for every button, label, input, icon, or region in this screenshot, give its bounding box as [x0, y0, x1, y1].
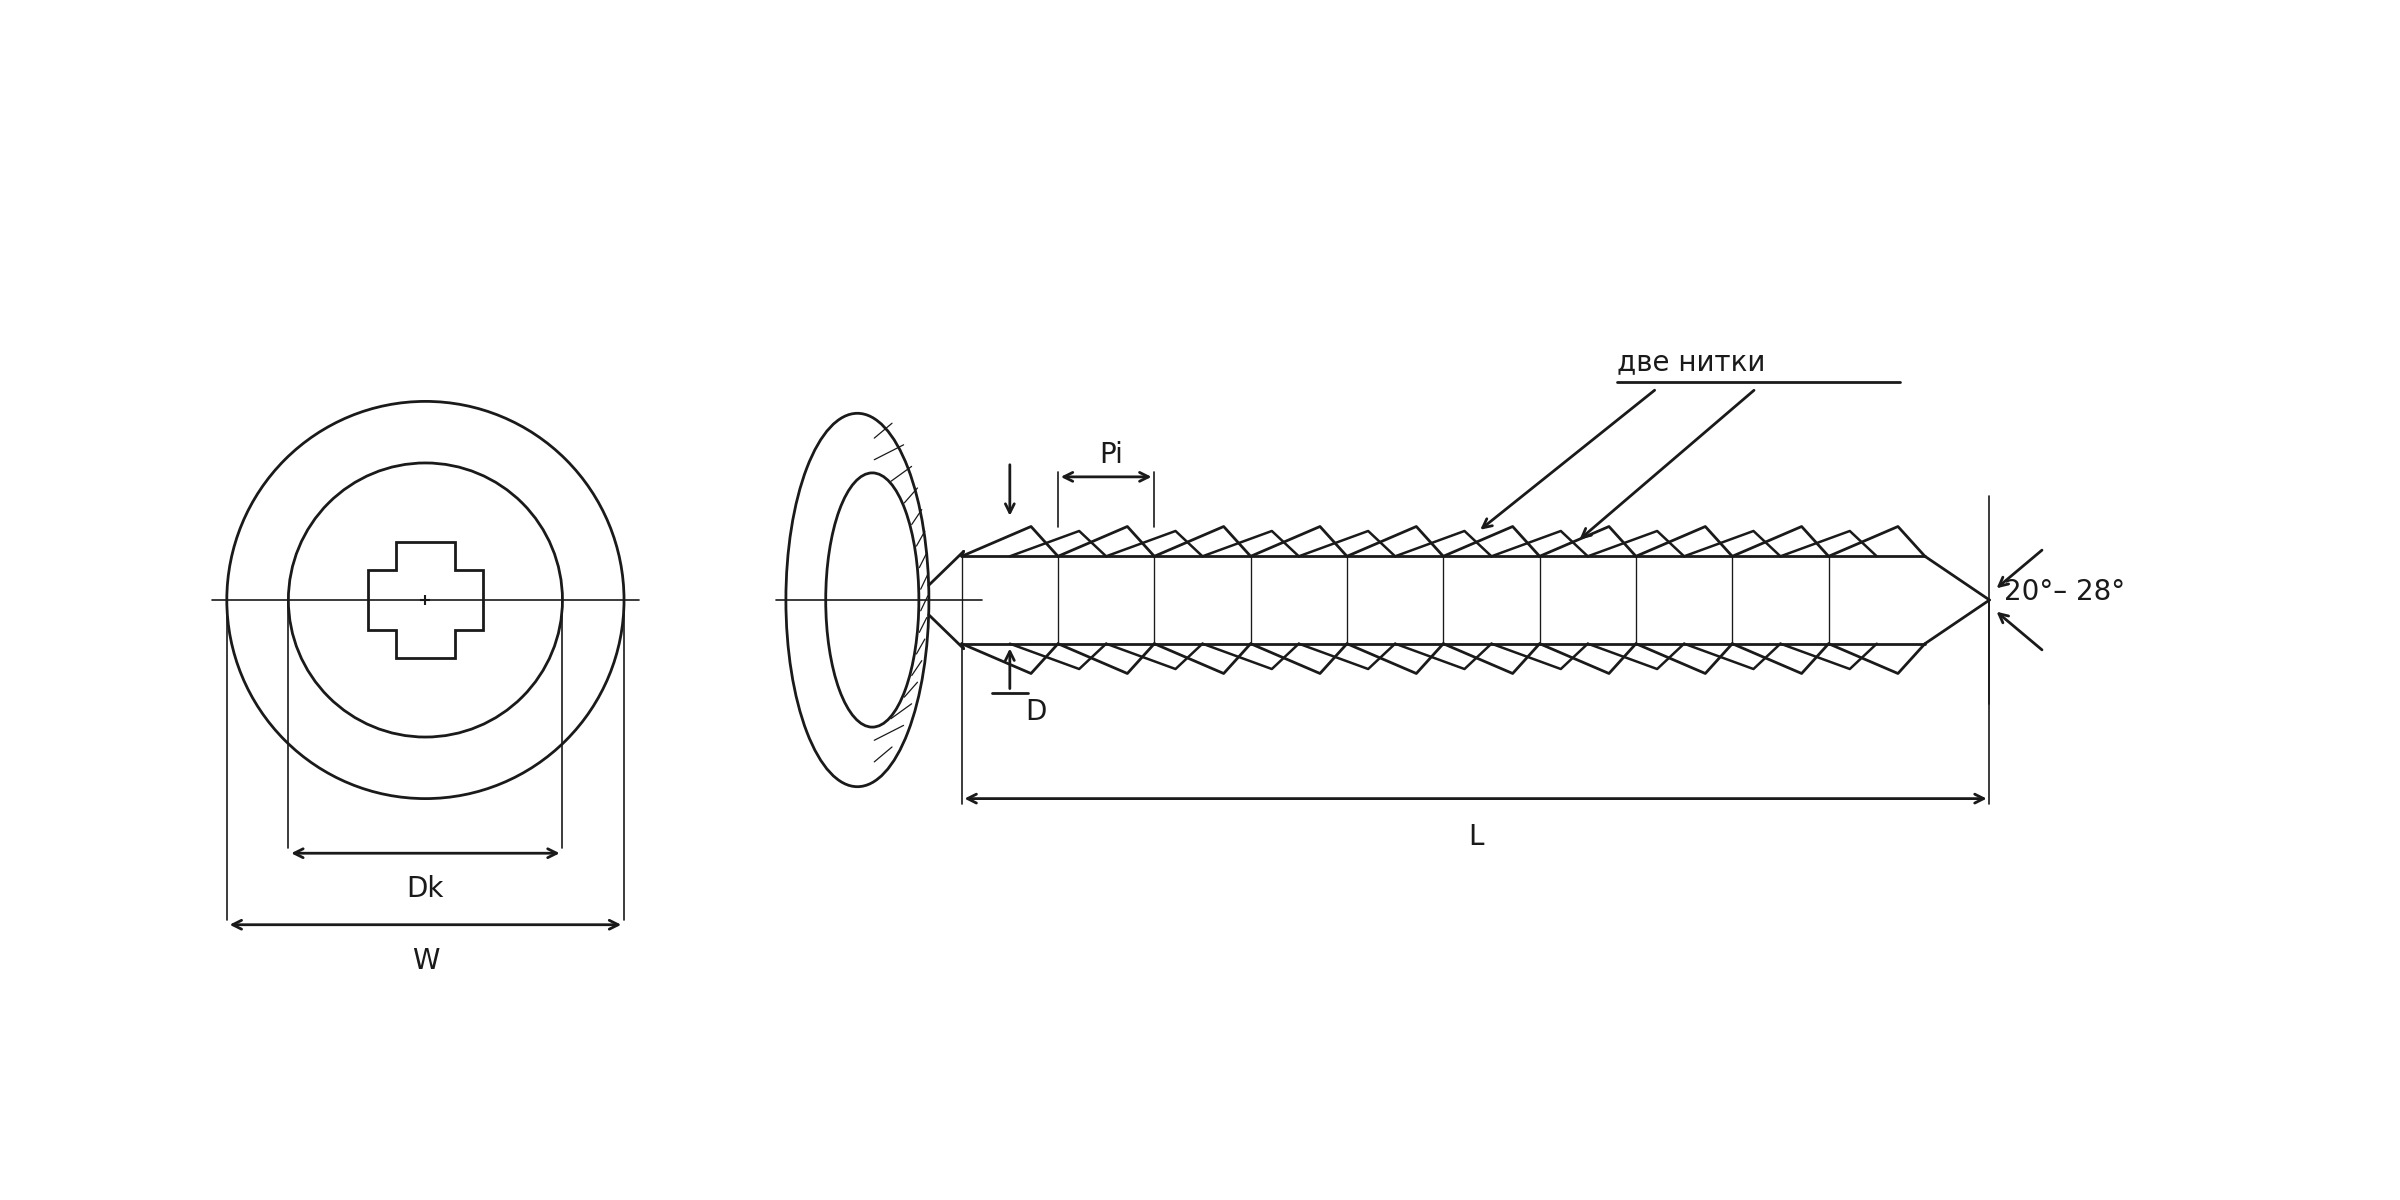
Text: L: L: [1469, 823, 1483, 852]
Text: Pi: Pi: [1099, 440, 1123, 469]
Text: W: W: [413, 947, 439, 974]
Text: 20°– 28°: 20°– 28°: [2004, 578, 2126, 606]
Text: D: D: [1025, 698, 1046, 726]
Text: Dk: Dk: [406, 875, 444, 904]
Text: две нитки: две нитки: [1618, 348, 1766, 377]
